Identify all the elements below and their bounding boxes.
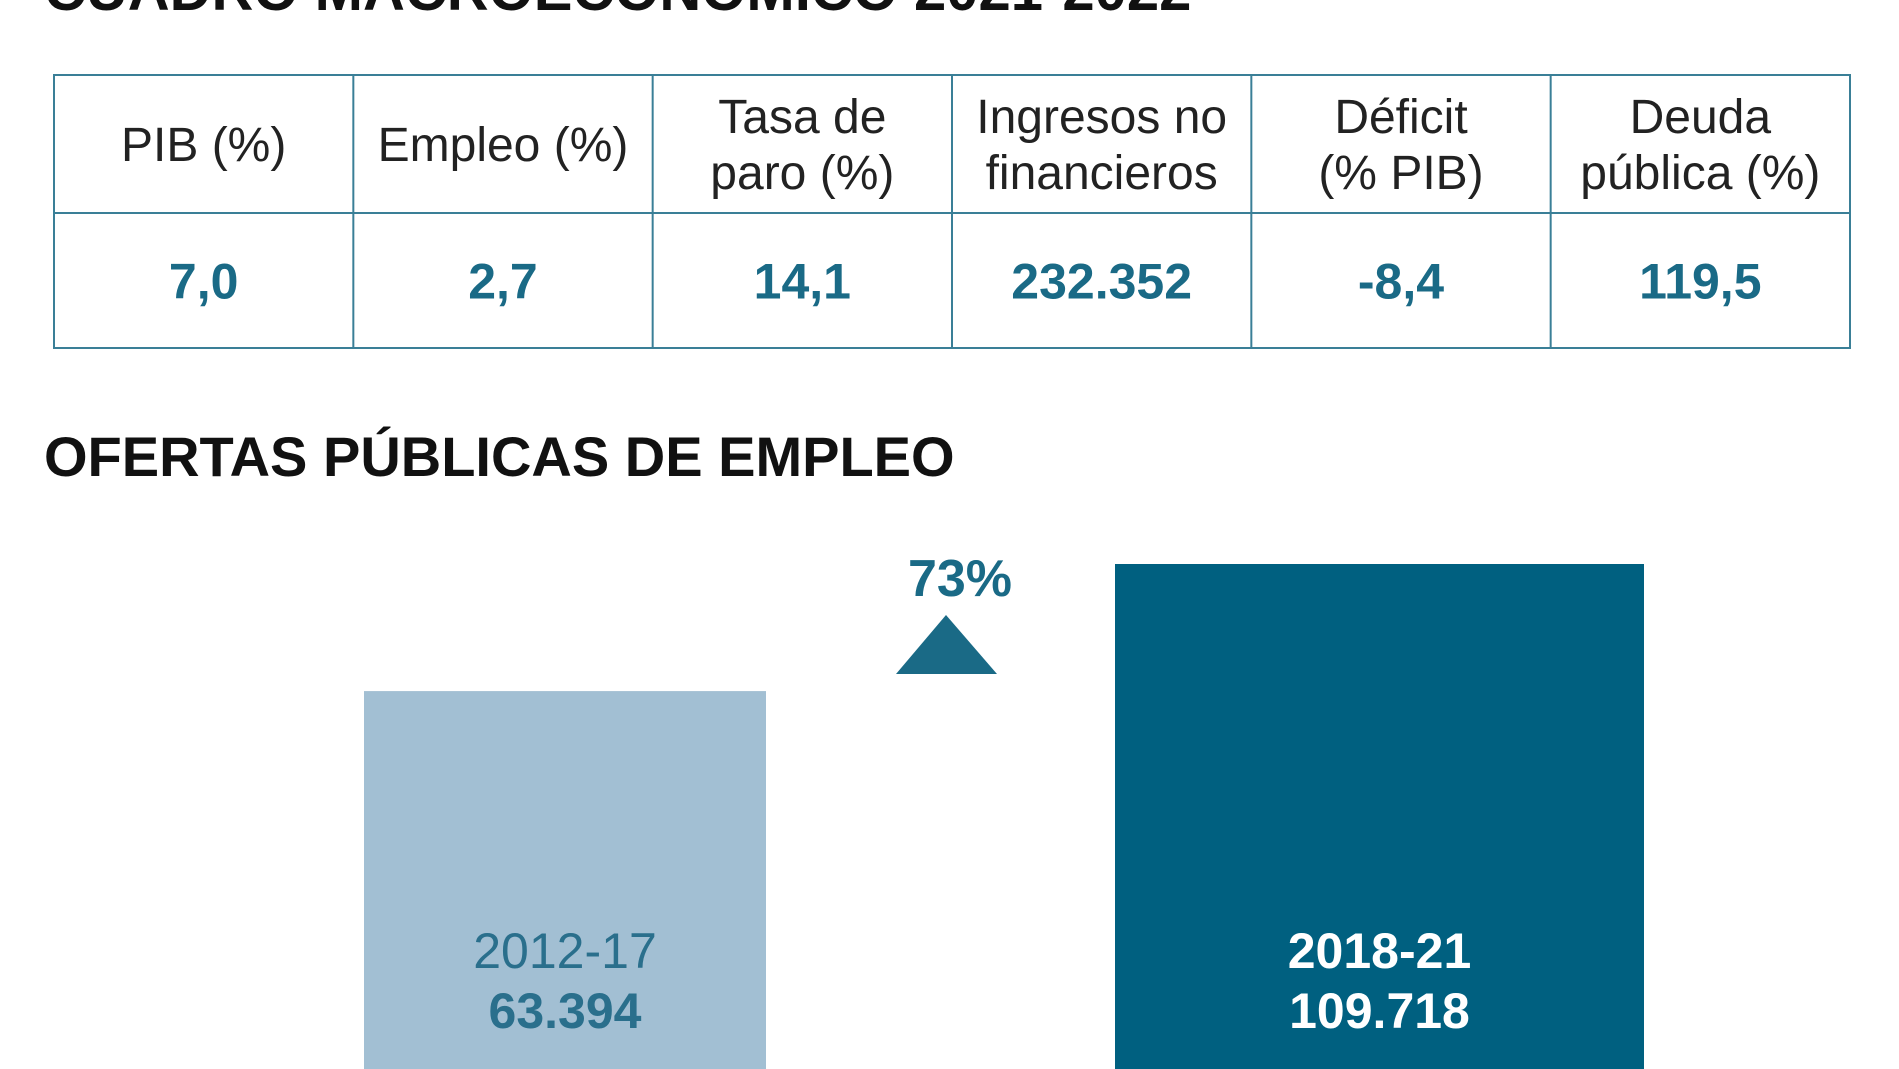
header-cell: financieros (986, 147, 1218, 200)
bar (364, 691, 766, 1069)
header-cell: Empleo (%) (378, 119, 629, 172)
value-cell: 232.352 (1011, 254, 1192, 310)
header-cell: Déficit (1334, 91, 1467, 144)
annotation: 73% (908, 550, 1012, 608)
value-cell: 14,1 (754, 254, 851, 310)
bar (1115, 564, 1644, 1069)
header-cell: paro (%) (710, 147, 894, 200)
header-cell: Tasa de (718, 91, 886, 144)
page-title: CUADRO MACROECONÓMICO 2021-2022 (44, 0, 1191, 23)
header-cell: (% PIB) (1318, 147, 1483, 200)
header-cell: Ingresos no (976, 91, 1227, 144)
value-cell: 7,0 (169, 254, 239, 310)
category-label: 2012-17 (473, 923, 657, 979)
value-label: 63.394 (489, 983, 642, 1039)
up-arrow (896, 615, 997, 674)
chart-title: OFERTAS PÚBLICAS DE EMPLEO (44, 425, 955, 488)
category-label: 2018-21 (1288, 923, 1472, 979)
header-cell: pública (%) (1580, 147, 1820, 200)
header-cell: PIB (%) (121, 119, 286, 172)
value-label: 109.718 (1289, 983, 1470, 1039)
header-cell: Deuda (1630, 91, 1772, 144)
value-cell: -8,4 (1358, 254, 1444, 310)
value-cell: 2,7 (468, 254, 538, 310)
value-cell: 119,5 (1639, 254, 1761, 310)
